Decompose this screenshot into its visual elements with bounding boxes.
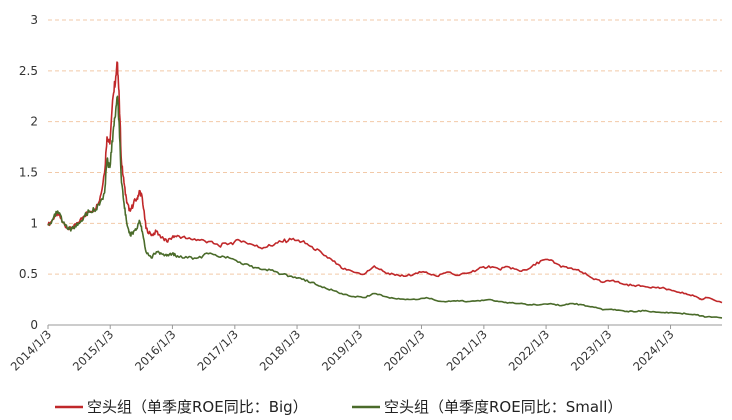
y-tick-label: 1 (30, 216, 38, 230)
x-tick-label: 2018/1/3 (257, 327, 303, 373)
y-tick-label: 2.5 (19, 64, 38, 78)
legend-label: 空头组（单季度ROE同比：Small） (384, 398, 622, 416)
series-line-small (47, 95, 723, 319)
y-tick-label: 0.5 (19, 267, 38, 281)
x-tick-label: 2014/1/3 (8, 327, 54, 373)
y-axis-tick-labels: 0 0.5 1 1.5 2 2.5 3 (19, 13, 38, 332)
y-tick-label: 1.5 (19, 166, 38, 180)
y-tick-label: 3 (30, 13, 38, 27)
legend: 空头组（单季度ROE同比：Big） 空头组（单季度ROE同比：Small） (55, 398, 622, 416)
x-tick-label: 2023/1/3 (568, 327, 614, 373)
x-tick-label: 2016/1/3 (132, 327, 178, 373)
y-tick-label: 2 (30, 115, 38, 129)
x-tick-label: 2015/1/3 (70, 327, 116, 373)
y-tick-label: 0 (30, 318, 38, 332)
gridlines (48, 19, 722, 275)
x-tick-label: 2024/1/3 (630, 327, 676, 373)
x-tick-label: 2019/1/3 (319, 327, 365, 373)
legend-label: 空头组（单季度ROE同比：Big） (87, 398, 308, 416)
x-tick-label: 2020/1/3 (381, 327, 427, 373)
x-axis-tick-labels: 2014/1/3 2015/1/3 2016/1/3 2017/1/3 2018/1/3… (8, 325, 677, 374)
x-tick-label: 2017/1/3 (195, 327, 241, 373)
series-lines (47, 61, 723, 319)
x-tick-label: 2021/1/3 (444, 327, 490, 373)
series-line-big (47, 61, 723, 304)
x-tick-label: 2022/1/3 (506, 327, 552, 373)
